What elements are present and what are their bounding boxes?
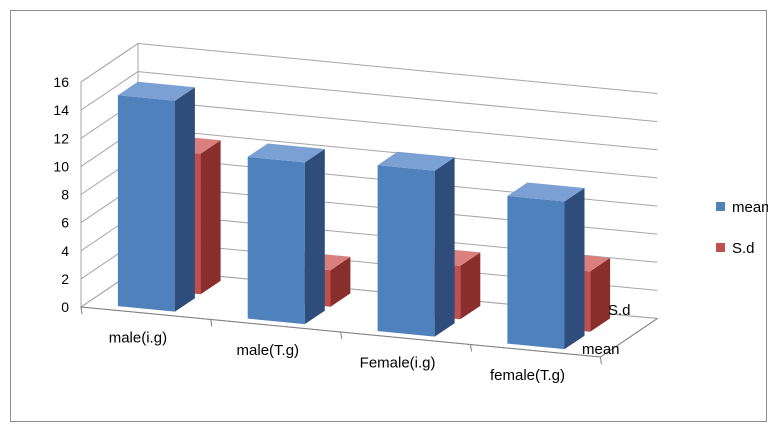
bars — [117, 81, 611, 350]
x-category-label: male(T.g) — [237, 342, 300, 359]
chart-frame: 0 2 4 6 8 10 12 14 16 male(i.g) male(T.g) Female(i.… — [10, 10, 768, 422]
depth-label: mean — [582, 341, 620, 358]
bar-mean-top — [507, 182, 585, 202]
bar-mean-front — [507, 196, 565, 350]
legend-swatch-mean — [716, 202, 725, 211]
bar-mean-front — [247, 156, 305, 325]
legend-label-mean: mean — [732, 199, 768, 216]
gridline-side — [80, 71, 139, 111]
x-tick-mark — [210, 319, 213, 327]
bar-mean-top — [247, 143, 325, 163]
depth-label: S.d — [608, 302, 631, 319]
bar-mean-top — [117, 81, 195, 101]
bar-mean-side — [564, 188, 585, 350]
y-tick-label: 2 — [61, 271, 69, 287]
y-tick-label: 10 — [53, 158, 69, 174]
y-tick-label: 14 — [53, 102, 69, 118]
bar-mean-top — [377, 151, 455, 171]
x-category-label: male(i.g) — [109, 329, 167, 346]
legend-swatch-sd — [716, 243, 725, 252]
gridline-back — [137, 71, 658, 123]
x-tick-mark — [470, 344, 472, 352]
x-category-label: female(T.g) — [490, 367, 565, 384]
axis-labels: 0 2 4 6 8 10 12 14 16 male(i.g) male(T.g) Female(i.… — [53, 74, 630, 384]
gridline-back — [137, 43, 658, 94]
y-tick-label: 12 — [53, 130, 69, 146]
gridline-back — [137, 99, 658, 151]
bar-sd-side — [200, 140, 221, 295]
depth-axis-line — [600, 318, 658, 358]
y-tick-label: 0 — [61, 299, 69, 315]
bar-mean-side — [304, 149, 325, 325]
bar-mean-side — [434, 157, 455, 337]
bar-sd-side — [460, 252, 481, 320]
x-category-label: Female(i.g) — [360, 354, 436, 371]
bar-sd-side — [330, 256, 351, 307]
bar-mean-front — [117, 95, 175, 312]
chart-svg: 0 2 4 6 8 10 12 14 16 male(i.g) male(T.g) Female(i.… — [53, 42, 768, 384]
legend: mean S.d — [716, 199, 768, 257]
y-tick-label: 16 — [53, 74, 69, 90]
y-tick-label: 6 — [61, 215, 69, 231]
y-tick-label: 8 — [61, 187, 69, 203]
x-tick-mark — [80, 306, 83, 315]
bar-mean-front — [377, 165, 435, 337]
gridline-side — [80, 43, 139, 83]
bar-mean-side — [175, 87, 195, 312]
legend-label-sd: S.d — [732, 240, 755, 257]
x-tick-mark — [340, 331, 343, 340]
y-tick-label: 4 — [61, 243, 69, 259]
x-tick-mark — [599, 356, 602, 365]
bar-sd-side — [590, 257, 611, 332]
